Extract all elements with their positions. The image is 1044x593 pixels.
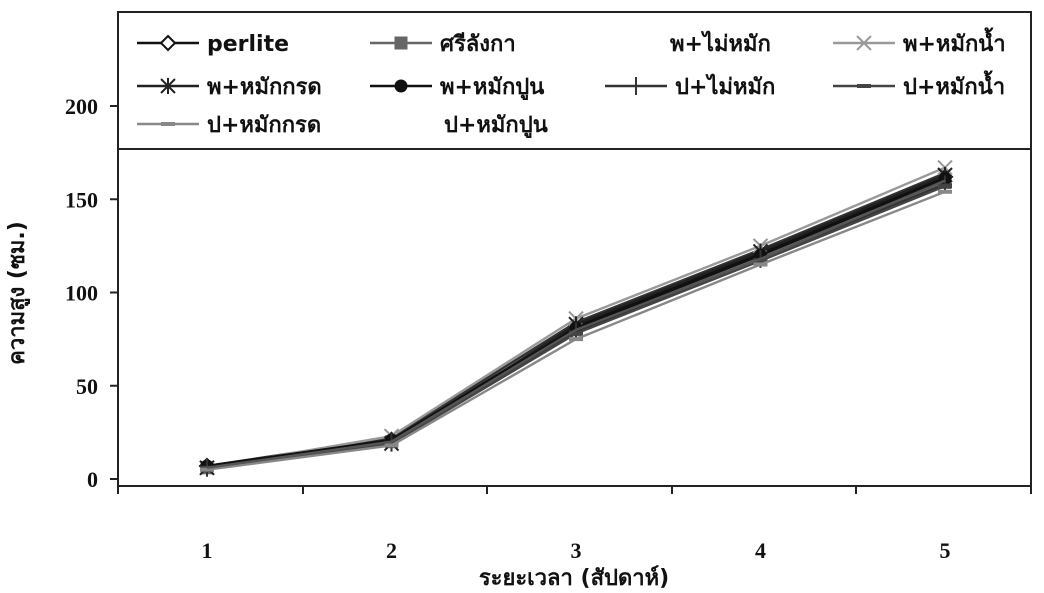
- legend-label: พ+หมักปูน: [440, 75, 544, 101]
- x-tick-label: 1: [202, 538, 213, 563]
- x-tick-label: 5: [940, 538, 951, 563]
- data-point: [856, 35, 872, 51]
- legend-item-4: พ+หมักกรด: [137, 75, 322, 100]
- data-point: [394, 79, 408, 93]
- legend-item-1: ศรีลังกา: [370, 32, 516, 57]
- y-axis-title: ความสูง (ซม.): [5, 221, 31, 365]
- legend-item-0: perlite: [137, 32, 289, 57]
- data-point: [753, 262, 768, 267]
- data-point: [161, 122, 175, 126]
- legend-label: พ+หมักน้ำ: [903, 27, 1006, 57]
- data-point: [200, 467, 214, 472]
- y-ticks: 0 50 100 150 200: [65, 94, 118, 492]
- legend-label: พ+ไม่หมัก: [670, 30, 771, 57]
- legend-label: ป+หมักน้ำ: [903, 70, 1005, 100]
- legend-label: พ+หมักกรด: [207, 75, 322, 100]
- legend-label: ศรีลังกา: [440, 32, 516, 57]
- x-tick-label: 4: [755, 538, 766, 563]
- legend-label: perlite: [207, 32, 289, 57]
- data-point: [160, 78, 176, 94]
- data-point: [394, 36, 408, 50]
- data-point: [938, 189, 952, 194]
- legend-item-6: ป+ไม่หมัก: [605, 73, 775, 100]
- data-point: [938, 184, 952, 189]
- data-point: [753, 258, 768, 263]
- y-tick-label: 150: [65, 187, 98, 212]
- x-tick-label: 3: [571, 538, 582, 563]
- legend-item-9: ป+หมักปูน: [444, 113, 548, 139]
- legend-item-2: พ+ไม่หมัก: [670, 30, 771, 57]
- y-tick-label: 100: [65, 281, 98, 306]
- data-point: [569, 331, 583, 336]
- series-9: [206, 179, 946, 469]
- series-8: [200, 189, 952, 472]
- legend: perlite ศรีลังกา พ+ไม่หมัก พ+หมักน้ำพ+หมักก…: [137, 27, 1006, 139]
- x-tick-label: 2: [386, 538, 397, 563]
- series-line: [206, 179, 946, 469]
- legend-item-7: ป+หมักน้ำ: [833, 70, 1005, 100]
- legend-label: ป+หมักปูน: [444, 113, 548, 139]
- data-point: [857, 84, 871, 88]
- legend-label: ป+หมักกรด: [207, 113, 321, 138]
- x-ticks: 1 2 3 4 5: [117, 486, 1032, 563]
- y-tick-label: 0: [87, 467, 98, 492]
- legend-item-5: พ+หมักปูน: [370, 75, 544, 101]
- y-tick-label: 200: [65, 94, 98, 119]
- data-point: [569, 337, 583, 342]
- data-point: [159, 34, 177, 52]
- series-layer: [198, 159, 954, 477]
- y-tick-label: 50: [76, 374, 98, 399]
- legend-item-3: พ+หมักน้ำ: [833, 27, 1006, 57]
- x-axis-title: ระยะเวลา (สัปดาห์): [479, 565, 669, 591]
- legend-item-8: ป+หมักกรด: [137, 113, 321, 138]
- legend-label: ป+ไม่หมัก: [675, 73, 775, 100]
- data-point: [384, 443, 399, 448]
- data-point: [629, 77, 643, 95]
